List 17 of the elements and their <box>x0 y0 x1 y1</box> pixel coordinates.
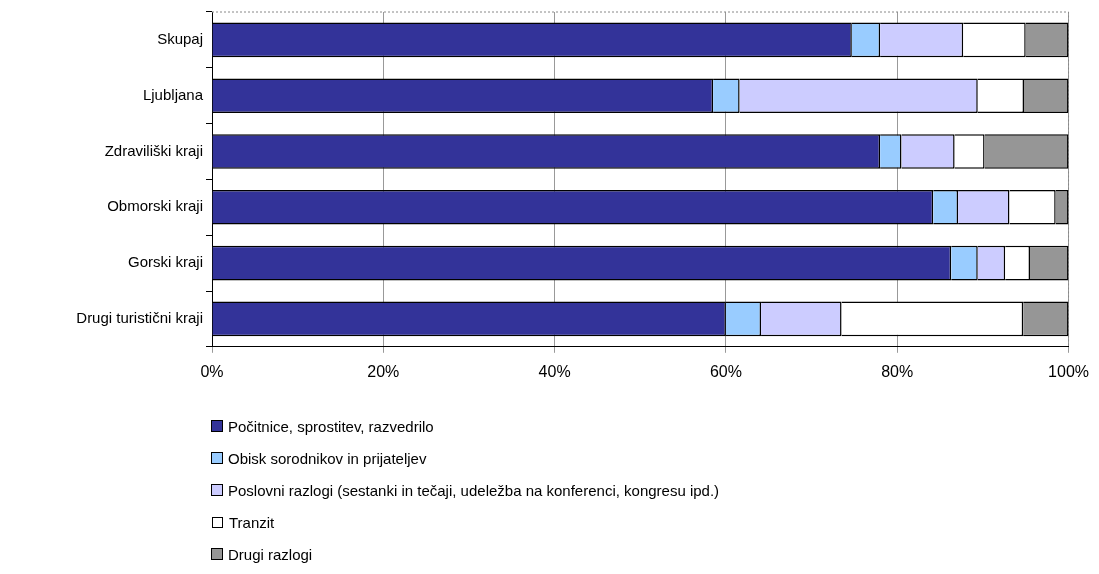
legend-label: Tranzit <box>229 513 275 531</box>
legend-label: Poslovni razlogi (sestanki in tečaji, udeležba na konferenci, kongresu ipd.) <box>228 481 720 499</box>
x-tick-label: 60% <box>709 362 742 380</box>
x-tick-label: 0% <box>200 362 224 380</box>
y-tick-label: Drugi turistični kraji <box>76 309 203 327</box>
legend-label: Obisk sorodnikov in prijateljev <box>228 449 427 467</box>
y-tick-label: Obmorski kraji <box>107 197 203 215</box>
legend-label: Drugi razlogi <box>228 545 313 563</box>
x-tick-label: 20% <box>367 362 400 380</box>
x-tick-label: 40% <box>538 362 571 380</box>
legend-label: Počitnice, sprostitev, razvedrilo <box>228 417 434 435</box>
y-tick-label: Ljubljana <box>142 85 204 103</box>
x-tick-label: 80% <box>881 362 914 380</box>
y-tick-label: Gorski kraji <box>127 253 203 271</box>
x-tick-label: 100% <box>1048 362 1089 380</box>
y-tick-label: Zdraviliški kraji <box>104 141 203 159</box>
y-tick-label: Skupaj <box>157 30 203 48</box>
